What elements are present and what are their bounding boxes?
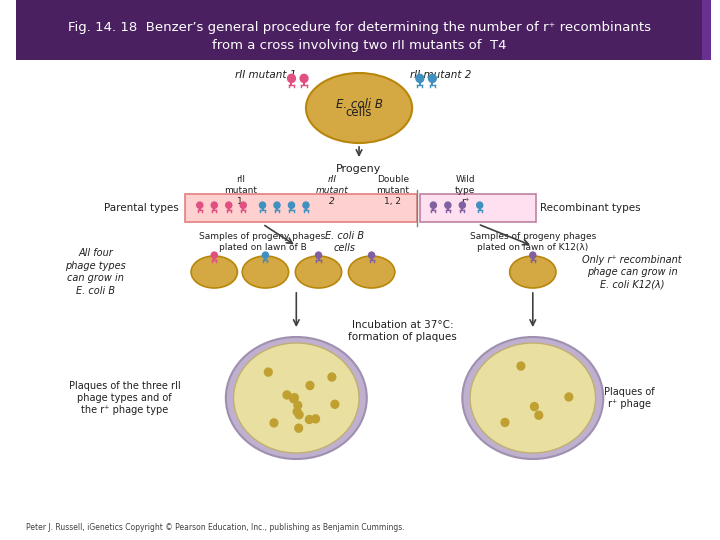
Bar — [420, 194, 536, 222]
Circle shape — [517, 362, 525, 370]
Bar — [17, 0, 702, 60]
Circle shape — [416, 75, 424, 83]
Text: from a cross involving two rII mutants of  T4: from a cross involving two rII mutants o… — [212, 39, 506, 52]
Text: Plaques of
r⁺ phage: Plaques of r⁺ phage — [604, 387, 654, 409]
Text: All four
phage types
can grow in
E. coli B: All four phage types can grow in E. coli… — [65, 248, 126, 295]
Ellipse shape — [295, 256, 342, 288]
Text: rII mutant 1: rII mutant 1 — [235, 70, 296, 80]
Text: Parental types: Parental types — [104, 203, 179, 213]
Text: Incubation at 37°C:
formation of plaques: Incubation at 37°C: formation of plaques — [348, 320, 457, 342]
Ellipse shape — [348, 256, 395, 288]
Text: Plaques of the three rII
phage types and of
the r⁺ phage type: Plaques of the three rII phage types and… — [68, 381, 181, 415]
Circle shape — [211, 252, 217, 258]
Circle shape — [295, 424, 302, 432]
Ellipse shape — [510, 256, 556, 288]
Ellipse shape — [233, 343, 359, 453]
Text: Peter J. Russell, iGenetics Copyright © Pearson Education, Inc., publishing as B: Peter J. Russell, iGenetics Copyright © … — [26, 523, 405, 532]
Circle shape — [445, 202, 451, 208]
Ellipse shape — [306, 73, 412, 143]
Circle shape — [262, 252, 269, 258]
Bar — [185, 194, 417, 222]
Ellipse shape — [226, 337, 366, 459]
Circle shape — [197, 202, 203, 208]
Text: Progeny: Progeny — [336, 164, 382, 174]
Circle shape — [331, 400, 338, 408]
Text: Samples of progeny phages
plated on lawn of K12(λ): Samples of progeny phages plated on lawn… — [469, 232, 596, 252]
Text: rII
mutant
1: rII mutant 1 — [224, 175, 257, 206]
Ellipse shape — [462, 337, 603, 459]
Text: cells: cells — [346, 106, 372, 119]
Text: Samples of progeny phages
plated on lawn of B: Samples of progeny phages plated on lawn… — [199, 232, 325, 252]
Circle shape — [295, 411, 303, 418]
Circle shape — [290, 395, 297, 403]
Circle shape — [535, 411, 543, 419]
Text: Double
mutant
1, 2: Double mutant 1, 2 — [377, 175, 410, 206]
Circle shape — [291, 394, 298, 402]
Circle shape — [305, 415, 313, 423]
Circle shape — [303, 202, 309, 208]
Circle shape — [306, 381, 314, 389]
Circle shape — [240, 202, 246, 208]
Text: rII mutant 2: rII mutant 2 — [410, 70, 472, 80]
Text: Wild
type
r⁺: Wild type r⁺ — [455, 175, 475, 206]
Circle shape — [300, 75, 308, 83]
Circle shape — [369, 252, 374, 258]
Circle shape — [565, 393, 572, 401]
Circle shape — [225, 202, 232, 208]
Circle shape — [293, 408, 301, 416]
Circle shape — [501, 418, 509, 427]
Circle shape — [294, 401, 302, 409]
Text: rII
mutant
2: rII mutant 2 — [315, 175, 348, 206]
Circle shape — [283, 391, 291, 399]
Circle shape — [274, 202, 280, 208]
Circle shape — [270, 419, 278, 427]
Bar — [702, 0, 711, 60]
Circle shape — [431, 202, 436, 208]
Circle shape — [328, 373, 336, 381]
Circle shape — [264, 368, 272, 376]
Circle shape — [287, 75, 295, 83]
Circle shape — [315, 252, 322, 258]
Circle shape — [289, 202, 294, 208]
Text: E. coli B
cells: E. coli B cells — [325, 232, 364, 253]
Circle shape — [428, 75, 436, 83]
Circle shape — [459, 202, 465, 208]
Circle shape — [531, 402, 539, 410]
Ellipse shape — [470, 343, 595, 453]
Text: Only r⁺ recombinant
phage can grow in
E. coli K12(λ): Only r⁺ recombinant phage can grow in E.… — [582, 254, 682, 289]
Ellipse shape — [191, 256, 238, 288]
Circle shape — [477, 202, 482, 208]
Text: Fig. 14. 18  Benzer’s general procedure for determining the number of r⁺ recombi: Fig. 14. 18 Benzer’s general procedure f… — [68, 22, 651, 35]
Circle shape — [211, 202, 217, 208]
Circle shape — [312, 415, 320, 423]
Text: Recombinant types: Recombinant types — [541, 203, 641, 213]
Circle shape — [259, 202, 266, 208]
Circle shape — [530, 252, 536, 258]
Ellipse shape — [242, 256, 289, 288]
Text: E. coli B: E. coli B — [336, 98, 382, 111]
